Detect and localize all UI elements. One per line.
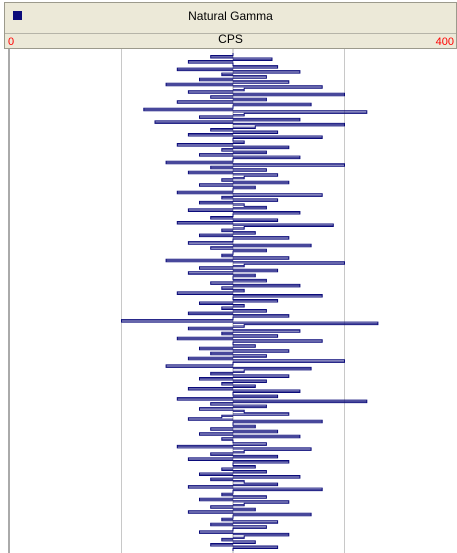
track-header: Natural Gamma 0 CPS 400 [4,2,457,49]
x-max-label: 400 [435,36,454,48]
unit-label: CPS [218,32,243,46]
scale-row: 0 CPS 400 [5,32,456,50]
legend-swatch [13,11,22,20]
log-track [8,49,379,553]
series-0-curve [121,53,379,551]
chart-title: Natural Gamma [188,9,273,23]
data-series [121,53,379,551]
x-min-label: 0 [8,36,15,48]
